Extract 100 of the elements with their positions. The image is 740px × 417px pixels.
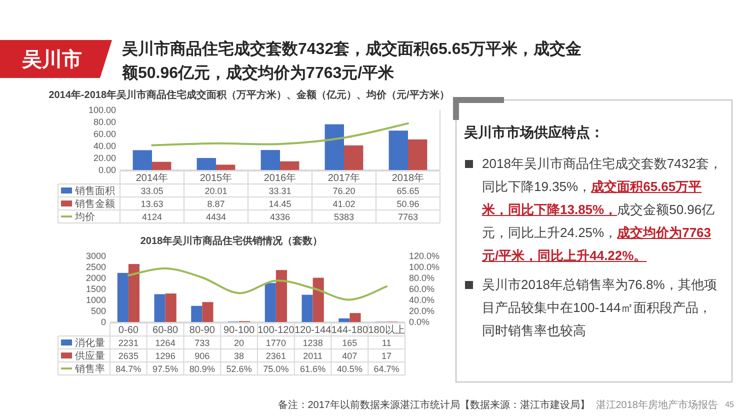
data-label: 38 xyxy=(234,351,244,361)
legend-label: 供应量 xyxy=(75,350,105,362)
bar xyxy=(276,270,287,322)
legend-label: 销售率 xyxy=(74,363,105,375)
bar xyxy=(216,164,236,170)
data-label: 20 xyxy=(234,338,244,348)
data-label: 65.65 xyxy=(396,186,420,196)
data-label: 40.5% xyxy=(336,364,362,374)
y-tick-label: 2000 xyxy=(86,273,106,283)
bar xyxy=(280,161,300,170)
data-label: 97.5% xyxy=(152,364,178,374)
bar xyxy=(202,302,214,322)
data-label: 1238 xyxy=(302,338,323,348)
chart-title: 2018年吴川市商品住宅供销情况（套数） xyxy=(140,235,323,247)
data-label: 4434 xyxy=(206,212,226,222)
legend-label: 销售面积 xyxy=(74,185,115,197)
x-tick-label: 2016年 xyxy=(264,172,296,184)
x-tick-label: 120-144 xyxy=(294,325,332,336)
data-label: 2361 xyxy=(266,351,286,361)
data-label: 33.31 xyxy=(268,186,292,196)
bar xyxy=(264,283,276,322)
data-label: 1264 xyxy=(155,338,176,348)
line-series xyxy=(127,267,388,301)
bar xyxy=(338,318,350,322)
y-tick-label: 3000 xyxy=(86,251,106,261)
bar xyxy=(154,294,166,322)
data-label: 1296 xyxy=(155,351,176,361)
text: 备注：2017年以前数据来源湛江市统计局【数据来源：湛江市建设局】 xyxy=(278,400,590,411)
data-label: 165 xyxy=(342,338,358,348)
data-label: 11 xyxy=(382,338,392,348)
y2-tick-label: 100.0% xyxy=(409,262,440,272)
data-label: 2231 xyxy=(118,338,138,348)
data-label: 14.45 xyxy=(268,199,292,209)
bar xyxy=(312,278,324,322)
y2-tick-label: 120.0% xyxy=(409,251,440,261)
data-label: 5383 xyxy=(334,212,354,222)
bar xyxy=(117,272,128,322)
data-label: 407 xyxy=(342,351,358,361)
x-tick-label: 2018年 xyxy=(392,172,424,184)
y-tick-label: 2500 xyxy=(86,262,106,272)
data-label: 17 xyxy=(382,351,392,361)
y-tick-label: 0 xyxy=(100,317,106,327)
data-label: 76.20 xyxy=(332,186,356,196)
text: 2018年吴川市商品住宅成交套数7432套，同比下降19.35%，成交面积65.65万平米，同比下降13.85%，成交金额50.96亿元，同比上升24.25%，成交均价为7763元/平米，同比上升44.22%。 xyxy=(482,156,722,263)
text: 吴川市2018年总销售率为76.8%，其他项目产品较集中在100-144㎡面积段产品，同时销售率也较高 xyxy=(482,277,717,338)
legend-label: 消化量 xyxy=(75,337,105,349)
bar xyxy=(350,313,361,322)
data-label: 75.0% xyxy=(263,364,289,374)
legend-label: 均价 xyxy=(74,211,95,223)
bar xyxy=(196,158,216,170)
x-tick-label: 180以上 xyxy=(368,324,405,336)
y-tick-label: 60.00 xyxy=(93,129,116,139)
x-tick-label: 100-120 xyxy=(258,325,295,336)
bar xyxy=(128,264,140,322)
x-tick-label: 60-80 xyxy=(152,325,179,336)
y-tick-label: 80.00 xyxy=(93,117,116,127)
y2-tick-label: 40.0% xyxy=(409,295,435,305)
data-label: 64.7% xyxy=(374,364,400,374)
data-label: 13.63 xyxy=(140,199,164,209)
chart-title: 2014年-2018年吴川市商品住宅成交面积（万平方米）、金额（亿元）、均价（元/平方米） xyxy=(48,89,450,101)
text: 吴川市商品住宅成交套数7432套，成交面积65.65万平米，成交金额50.96亿元，成交均价为7763元/平米 xyxy=(122,39,583,84)
bar xyxy=(408,139,428,170)
data-label: 4336 xyxy=(270,212,290,222)
y-tick-label: 1500 xyxy=(86,284,106,294)
bar xyxy=(132,150,152,170)
text: 湛江2018年房地产市场报告 xyxy=(596,400,718,411)
x-tick-label: 80-90 xyxy=(189,325,216,336)
y-tick-label: 20.00 xyxy=(93,153,116,163)
data-label: 20.01 xyxy=(204,186,228,196)
y2-tick-label: 80.0% xyxy=(409,273,435,283)
x-tick-label: 2014年 xyxy=(136,172,168,184)
data-label: 733 xyxy=(194,338,210,348)
x-tick-label: 90-100 xyxy=(223,325,256,336)
bar xyxy=(302,294,313,322)
legend-label: 销售金额 xyxy=(74,198,115,210)
y-tick-label: 500 xyxy=(90,306,106,316)
y2-tick-label: 20.0% xyxy=(409,306,435,316)
bar xyxy=(191,306,202,322)
data-label: 8.87 xyxy=(207,199,225,209)
data-label: 52.6% xyxy=(226,364,252,374)
x-tick-label: 0-60 xyxy=(118,325,139,336)
bar xyxy=(324,124,344,170)
bar xyxy=(165,293,176,322)
bar xyxy=(344,145,364,170)
bar xyxy=(388,130,408,170)
data-label: 80.9% xyxy=(189,364,215,374)
data-label: 4124 xyxy=(142,212,162,222)
y-tick-label: 0.00 xyxy=(98,165,116,175)
text: 吴川市 xyxy=(21,48,82,71)
data-label: 7763 xyxy=(398,212,418,222)
data-label: 50.96 xyxy=(396,199,420,209)
data-label: 41.02 xyxy=(332,199,356,209)
bar xyxy=(152,162,172,170)
x-tick-label: 2015年 xyxy=(200,172,232,184)
data-label: 33.05 xyxy=(140,186,164,196)
data-label: 1770 xyxy=(266,338,286,348)
data-label: 906 xyxy=(194,351,210,361)
data-label: 2635 xyxy=(118,351,138,361)
x-tick-label: 2017年 xyxy=(328,172,360,184)
text: 45 xyxy=(725,400,734,409)
